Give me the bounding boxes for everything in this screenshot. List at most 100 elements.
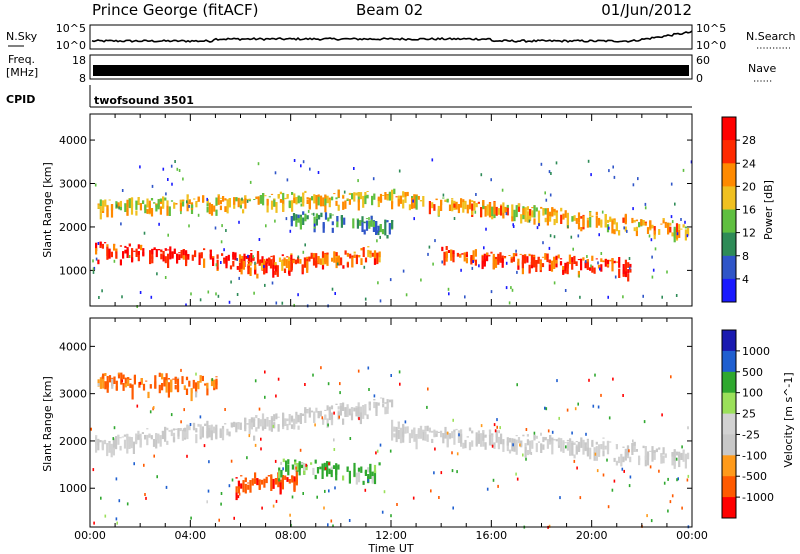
- heatmap-speckle: [398, 370, 401, 374]
- heatmap-cell: [328, 468, 331, 475]
- heatmap-cell: [640, 219, 643, 226]
- heatmap-cell: [368, 401, 371, 405]
- heatmap-cell: [542, 444, 545, 450]
- heatmap-cell: [203, 248, 206, 251]
- heatmap-speckle: [364, 488, 367, 492]
- heatmap-cell: [133, 250, 136, 252]
- heatmap-speckle: [390, 374, 392, 377]
- heatmap-speckle: [512, 225, 515, 228]
- heatmap-cell: [346, 198, 349, 201]
- heatmap-cell: [571, 257, 574, 262]
- heatmap-speckle: [121, 379, 123, 383]
- heatmap-speckle: [185, 303, 187, 307]
- heatmap-cell: [615, 460, 618, 466]
- heatmap-speckle: [599, 267, 601, 271]
- heatmap-cell: [372, 220, 375, 222]
- heatmap-speckle: [334, 292, 336, 295]
- velocity-ylabel: Slant Range [km]: [41, 376, 54, 472]
- heatmap-speckle: [197, 213, 200, 217]
- heatmap-cell: [517, 262, 520, 270]
- heatmap-cell: [126, 247, 129, 256]
- heatmap-speckle: [522, 453, 524, 457]
- heatmap-speckle: [190, 516, 192, 520]
- heatmap-cell: [462, 442, 465, 449]
- heatmap-cell: [272, 258, 275, 265]
- heatmap-speckle: [491, 444, 494, 448]
- heatmap-speckle: [302, 160, 305, 164]
- heatmap-speckle: [271, 281, 274, 285]
- heatmap-speckle: [258, 407, 261, 411]
- heatmap-speckle: [536, 226, 539, 230]
- heatmap-cell: [321, 256, 325, 266]
- heatmap-speckle: [651, 275, 654, 279]
- heatmap-cell: [562, 440, 565, 445]
- heatmap-cell: [182, 199, 185, 201]
- heatmap-cell: [397, 421, 400, 430]
- heatmap-speckle: [456, 470, 458, 474]
- heatmap-cell: [310, 410, 314, 413]
- heatmap-cell: [655, 448, 658, 453]
- heatmap-speckle: [336, 262, 339, 266]
- heatmap-cell: [586, 447, 589, 457]
- heatmap-speckle: [486, 487, 489, 491]
- heatmap-speckle: [577, 402, 579, 406]
- heatmap-cell: [304, 407, 307, 414]
- heatmap-speckle: [302, 492, 304, 495]
- heatmap-cell: [531, 207, 534, 209]
- colorbar-tick-label: 8: [742, 250, 749, 263]
- heatmap-cell: [296, 463, 299, 471]
- heatmap-cell: [419, 200, 423, 202]
- heatmap-cell: [179, 428, 182, 430]
- heatmap-cell: [526, 439, 529, 446]
- heatmap-speckle: [399, 382, 401, 386]
- heatmap-cell: [314, 459, 317, 464]
- heatmap-cell: [577, 441, 581, 452]
- heatmap-cell: [535, 435, 538, 439]
- heatmap-cell: [371, 476, 374, 484]
- heatmap-speckle: [574, 407, 577, 411]
- heatmap-cell: [388, 399, 391, 403]
- heatmap-cell: [270, 476, 273, 491]
- heatmap-cell: [515, 439, 518, 455]
- heatmap-speckle: [264, 370, 266, 374]
- heatmap-cell: [526, 434, 529, 437]
- heatmap-speckle: [622, 295, 624, 299]
- heatmap-cell: [651, 452, 654, 462]
- heatmap-speckle: [592, 404, 595, 408]
- heatmap-speckle: [590, 264, 592, 268]
- heatmap-cell: [95, 242, 98, 251]
- heatmap-cell: [150, 198, 154, 201]
- heatmap-cell: [359, 220, 362, 226]
- heatmap-cell: [364, 192, 367, 198]
- nsearch-tick-top: 10^5: [696, 22, 726, 35]
- heatmap-cell: [342, 194, 345, 196]
- heatmap-cell: [451, 201, 454, 212]
- heatmap-speckle: [231, 478, 234, 482]
- heatmap-speckle: [368, 217, 370, 221]
- heatmap-cell: [562, 442, 565, 453]
- heatmap-cell: [215, 378, 218, 385]
- heatmap-speckle: [145, 496, 147, 500]
- heatmap-speckle: [321, 416, 324, 420]
- heatmap-cell: [526, 256, 529, 263]
- heatmap-cell: [323, 462, 326, 471]
- heatmap-cell: [250, 250, 253, 252]
- heatmap-cell: [160, 249, 163, 253]
- heatmap-speckle: [379, 299, 382, 303]
- heatmap-cell: [474, 259, 477, 266]
- heatmap-cell: [277, 194, 280, 198]
- heatmap-cell: [682, 224, 685, 228]
- heatmap-speckle: [676, 478, 678, 482]
- heatmap-speckle: [171, 182, 173, 186]
- heatmap-cell: [122, 251, 125, 259]
- heatmap-speckle: [316, 495, 318, 499]
- heatmap-cell: [213, 379, 216, 388]
- heatmap-speckle: [567, 225, 569, 229]
- heatmap-cell: [428, 427, 431, 433]
- freq-tick-bottom: 8: [79, 72, 86, 85]
- heatmap-cell: [335, 403, 338, 405]
- heatmap-speckle: [104, 514, 107, 518]
- heatmap-speckle: [331, 287, 334, 291]
- station-title: Prince George (fitACF): [92, 1, 258, 19]
- heatmap-cell: [153, 247, 156, 250]
